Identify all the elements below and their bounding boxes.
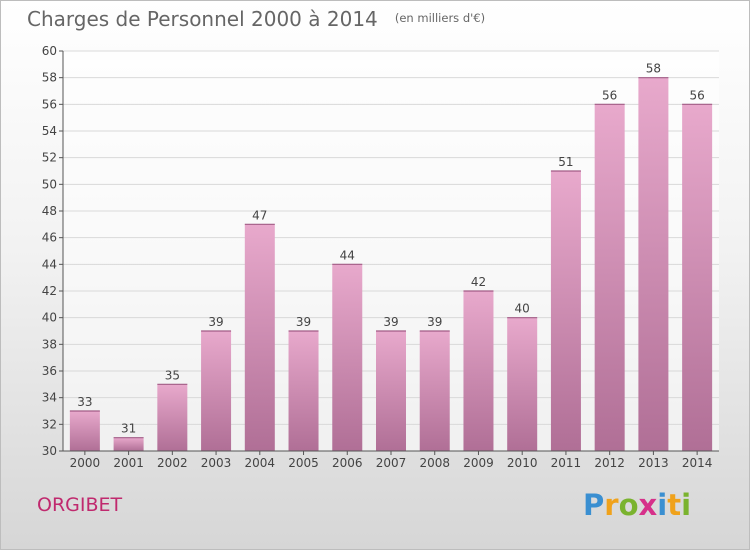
y-tick-label: 60 [42, 44, 57, 58]
x-tick-label: 2000 [70, 456, 101, 470]
data-label: 58 [646, 62, 661, 76]
x-tick-label: 2004 [245, 456, 276, 470]
x-tick-label: 2012 [594, 456, 625, 470]
bar [507, 317, 538, 451]
y-tick-label: 32 [42, 417, 57, 431]
bar [244, 224, 275, 451]
x-tick-label: 2001 [113, 456, 144, 470]
logo-letter: r [604, 488, 619, 522]
data-label: 31 [121, 422, 136, 436]
y-tick-label: 48 [42, 204, 57, 218]
bar [594, 104, 625, 451]
x-tick-label: 2013 [638, 456, 669, 470]
proxiti-logo: Proxiti [583, 488, 691, 522]
bar [113, 437, 144, 451]
x-tick-label: 2002 [157, 456, 188, 470]
x-tick-label: 2008 [419, 456, 450, 470]
y-tick-label: 36 [42, 364, 57, 378]
x-tick-label: 2005 [288, 456, 319, 470]
bar [376, 331, 406, 451]
bar [201, 331, 232, 451]
logo-letter: x [638, 488, 658, 522]
data-label: 33 [77, 395, 92, 409]
y-tick-label: 56 [42, 97, 57, 111]
y-tick-label: 54 [42, 124, 57, 138]
bar [288, 331, 319, 451]
bar [332, 264, 363, 451]
bar [463, 291, 494, 451]
y-tick-label: 34 [42, 391, 57, 405]
bar [638, 77, 669, 452]
data-label: 35 [165, 368, 180, 382]
y-tick-label: 50 [42, 177, 57, 191]
data-label: 40 [515, 302, 530, 316]
y-tick-label: 44 [42, 257, 57, 271]
data-label: 39 [383, 315, 398, 329]
commune-name: ORGIBET [37, 494, 123, 516]
data-label: 39 [427, 315, 442, 329]
logo-letter: i [657, 488, 668, 522]
data-label: 47 [252, 208, 267, 222]
bar [682, 104, 713, 451]
y-tick-label: 40 [42, 311, 57, 325]
data-label: 42 [471, 275, 486, 289]
chart-title-row: Charges de Personnel 2000 à 2014 (en mil… [27, 7, 485, 31]
x-tick-label: 2009 [463, 456, 494, 470]
chart-title: Charges de Personnel 2000 à 2014 [27, 7, 378, 31]
y-tick-label: 30 [42, 444, 57, 458]
y-tick-label: 38 [42, 337, 57, 351]
data-label: 56 [689, 88, 704, 102]
x-tick-label: 2007 [376, 456, 407, 470]
chart-unit: (en milliers d'€) [394, 11, 486, 25]
logo-letter: i [681, 488, 692, 522]
logo-letter: o [618, 488, 639, 522]
y-tick-label: 52 [42, 151, 57, 165]
logo-letter: t [667, 488, 682, 522]
bar [419, 331, 450, 451]
x-tick-label: 2003 [201, 456, 232, 470]
bar [69, 411, 100, 451]
data-label: 51 [558, 155, 573, 169]
y-tick-label: 42 [42, 284, 57, 298]
bar [550, 171, 581, 451]
data-label: 39 [208, 315, 223, 329]
x-tick-label: 2010 [507, 456, 538, 470]
logo-letter: P [583, 488, 605, 522]
x-tick-label: 2014 [682, 456, 713, 470]
x-tick-label: 2006 [332, 456, 363, 470]
data-label: 44 [340, 248, 355, 262]
x-tick-label: 2011 [551, 456, 582, 470]
bar [157, 384, 188, 451]
data-label: 56 [602, 88, 617, 102]
y-tick-label: 58 [42, 71, 57, 85]
data-label: 39 [296, 315, 311, 329]
y-tick-label: 46 [42, 231, 57, 245]
